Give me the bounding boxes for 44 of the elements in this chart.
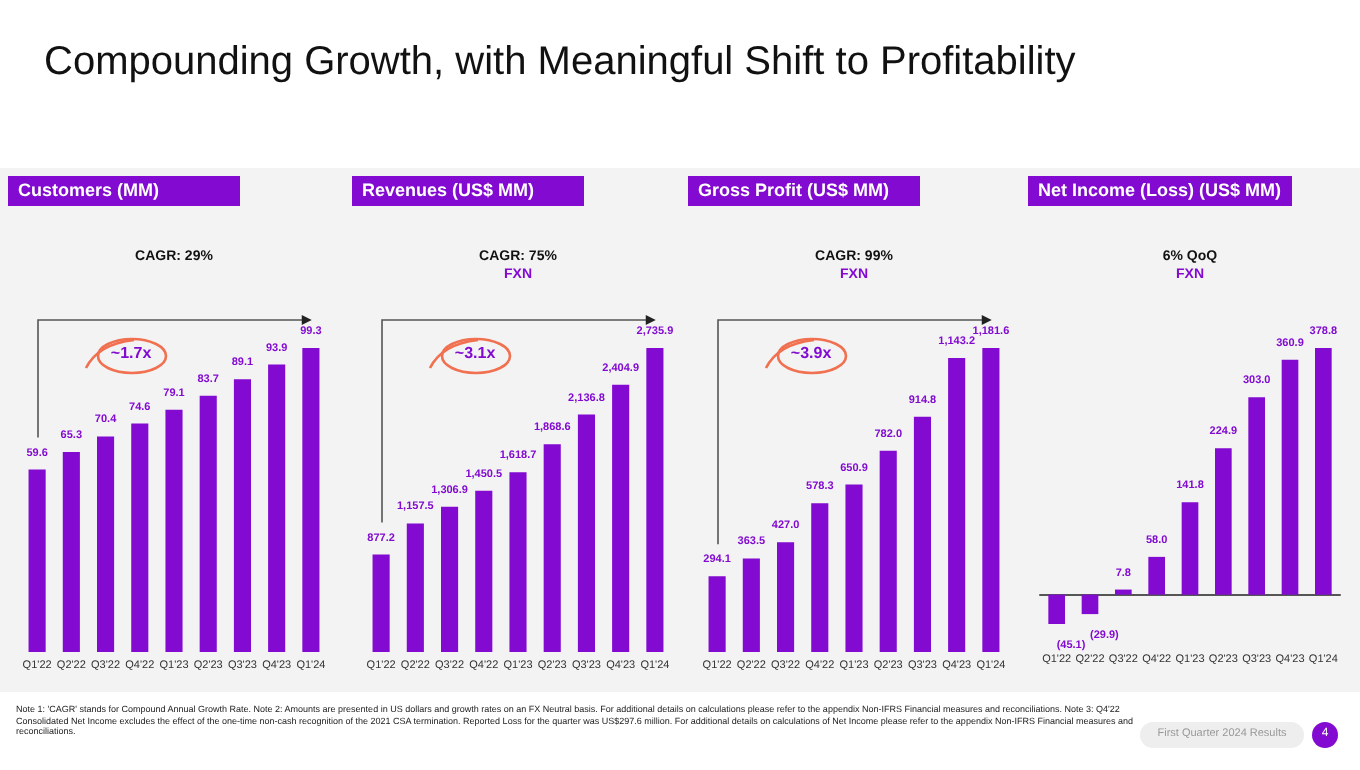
bar: [913, 416, 931, 652]
bar: [948, 357, 966, 652]
bar: [646, 348, 664, 652]
bar: [982, 348, 1000, 652]
annotation: ~1.7x: [108, 344, 154, 362]
bar: [62, 452, 80, 652]
bar: [879, 450, 897, 652]
bar: [131, 423, 149, 652]
bar: [1281, 359, 1299, 595]
bar: [742, 558, 760, 652]
bar: [1048, 594, 1065, 624]
chart-title: Revenues (US$ MM): [352, 176, 584, 206]
bar: [28, 469, 46, 652]
bar: [1115, 589, 1132, 595]
bar: [199, 395, 217, 652]
bar: [233, 379, 251, 652]
bar: [577, 414, 595, 652]
bar: [543, 444, 561, 652]
bar: [475, 490, 493, 652]
bar: [777, 542, 795, 652]
bar: [1181, 502, 1199, 595]
chart-title: Gross Profit (US$ MM): [688, 176, 920, 206]
bar: [811, 503, 829, 652]
bar: [97, 436, 115, 652]
bar: [1148, 556, 1165, 595]
bar: [268, 364, 286, 652]
annotation: ~3.9x: [788, 344, 834, 362]
bar: [165, 409, 183, 652]
bar: [302, 348, 320, 652]
bar: [845, 484, 863, 652]
bar: [406, 523, 424, 652]
bar: [441, 506, 459, 652]
bar: [1215, 448, 1232, 595]
text: Compounding Growth, with Meaningful Shift to Profitability: [44, 40, 1076, 86]
bar: [509, 472, 527, 652]
bar: [612, 384, 630, 652]
chart-title: Net Income (Loss) (US$ MM): [1028, 176, 1292, 206]
bar: [1315, 348, 1332, 595]
bar: [708, 576, 726, 652]
bar: [1081, 594, 1099, 615]
bar: [1248, 397, 1265, 595]
bar: [372, 554, 390, 652]
chart-title: Customers (MM): [8, 176, 240, 206]
annotation: ~3.1x: [452, 344, 498, 362]
